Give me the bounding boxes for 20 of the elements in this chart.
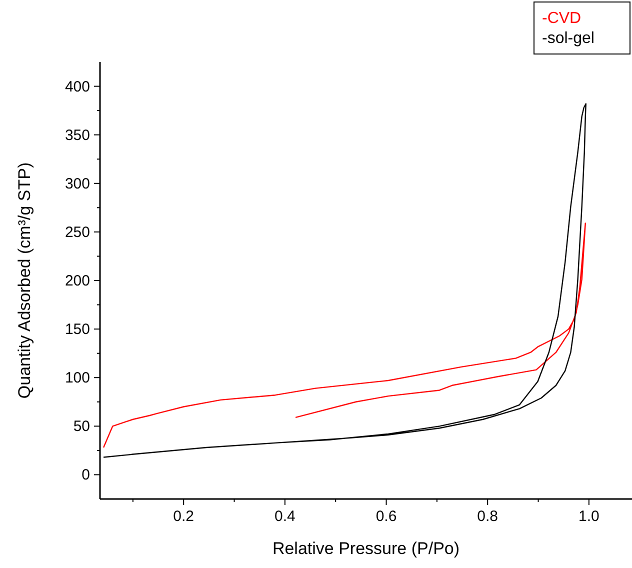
y-tick-label: 350 (64, 126, 90, 144)
y-tick-label: 300 (64, 175, 90, 192)
x-tick-label: 0.4 (274, 508, 296, 525)
text: -CVD (542, 10, 582, 27)
x-tick-label: 0.6 (376, 508, 397, 525)
x-tick-label: 0.8 (477, 508, 498, 525)
line-series (102, 103, 586, 458)
text: -sol-gel (542, 30, 594, 47)
y-tick-label: 0 (82, 466, 90, 484)
y-tick-label: 100 (64, 370, 90, 387)
x-tick-label: 0.2 (173, 508, 194, 525)
y-tick-label: 50 (73, 418, 90, 436)
y-axis-title: Quantity Adsorbed (cm³/g STP) (15, 162, 34, 399)
y-tick-label: 250 (64, 224, 90, 241)
text: 1.0 (578, 508, 600, 525)
y-tick-label: 200 (64, 272, 90, 290)
line-series (102, 222, 586, 448)
y-tick-label: 150 (64, 321, 90, 338)
x-axis-title: Relative Pressure (P/Po) (272, 539, 460, 558)
y-tick-label: 400 (64, 78, 90, 96)
